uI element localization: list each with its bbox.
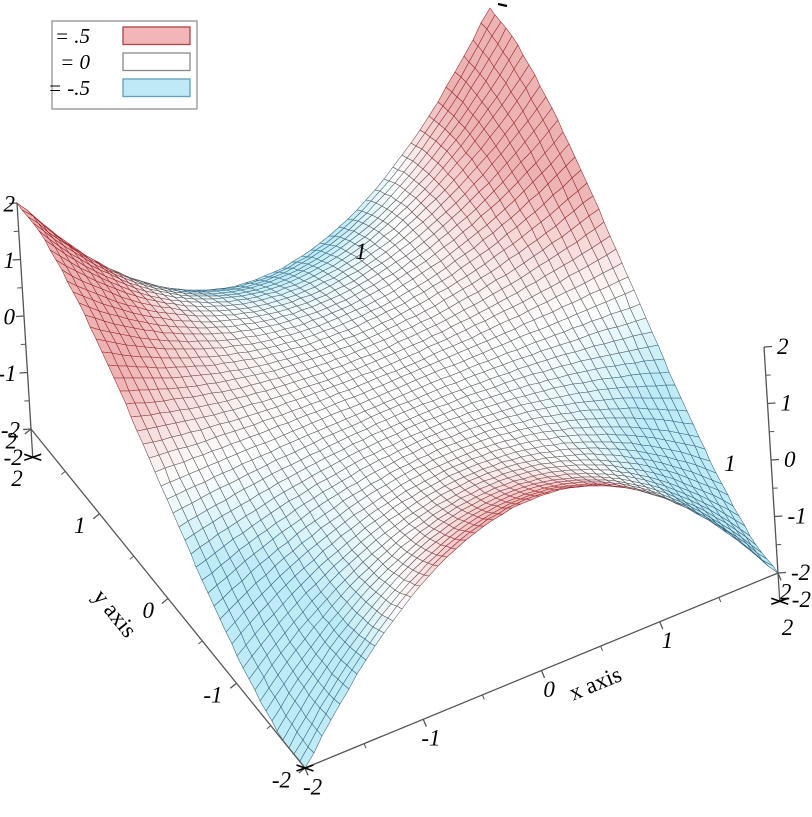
svg-text:-1: -1: [0, 361, 17, 386]
svg-text:-1: -1: [203, 683, 222, 708]
svg-text:0: 0: [784, 447, 796, 472]
svg-text:-2: -2: [303, 775, 322, 800]
svg-text:1: 1: [4, 248, 16, 273]
svg-text:0: 0: [143, 598, 155, 623]
svg-text:0: 0: [4, 305, 16, 330]
svg-text:2: 2: [782, 615, 794, 640]
svg-text:-2: -2: [272, 767, 291, 792]
svg-text:2: 2: [4, 192, 16, 217]
svg-text:= 0: = 0: [60, 50, 90, 74]
svg-text:2: 2: [780, 580, 792, 605]
svg-text:= .5: = .5: [55, 24, 90, 48]
svg-text:-1: -1: [421, 726, 440, 751]
svg-text:-1: -1: [788, 504, 807, 529]
svg-text:1: 1: [74, 513, 86, 538]
svg-text:1: 1: [724, 451, 736, 476]
svg-text:2: 2: [11, 466, 23, 491]
svg-text:= -.5: = -.5: [48, 76, 90, 100]
svg-text:1: 1: [662, 628, 674, 653]
svg-text:-2: -2: [791, 560, 810, 585]
svg-text:0: 0: [543, 677, 555, 702]
svg-text:1: 1: [781, 391, 793, 416]
svg-text:1: 1: [355, 239, 367, 264]
svg-text:-2: -2: [792, 587, 811, 612]
svg-text:2: 2: [777, 334, 789, 359]
